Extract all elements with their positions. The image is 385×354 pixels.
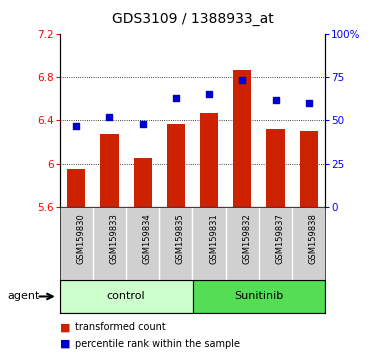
Point <box>140 121 146 127</box>
Text: GSM159837: GSM159837 <box>276 213 285 264</box>
Point <box>239 78 245 83</box>
Text: transformed count: transformed count <box>75 322 166 332</box>
Bar <box>134 158 152 207</box>
Point <box>306 100 312 106</box>
Bar <box>167 124 185 207</box>
Bar <box>233 70 251 207</box>
Point <box>173 95 179 101</box>
Text: GSM159832: GSM159832 <box>242 213 251 264</box>
Point <box>73 123 79 129</box>
Bar <box>60 280 192 313</box>
Point <box>106 114 112 120</box>
Bar <box>266 129 285 207</box>
Text: GDS3109 / 1388933_at: GDS3109 / 1388933_at <box>112 12 273 27</box>
Text: GSM159835: GSM159835 <box>176 213 185 264</box>
Text: percentile rank within the sample: percentile rank within the sample <box>75 339 240 349</box>
Point <box>206 92 212 97</box>
Text: GSM159833: GSM159833 <box>109 213 119 264</box>
Bar <box>100 135 119 207</box>
Text: GSM159830: GSM159830 <box>76 213 85 264</box>
Text: ■: ■ <box>60 339 70 349</box>
Bar <box>192 280 325 313</box>
Text: agent: agent <box>8 291 40 302</box>
Bar <box>67 169 85 207</box>
Text: GSM159834: GSM159834 <box>143 213 152 264</box>
Point <box>273 97 279 102</box>
Text: GSM159838: GSM159838 <box>309 213 318 264</box>
Text: control: control <box>107 291 146 302</box>
Bar <box>200 113 218 207</box>
Bar <box>300 131 318 207</box>
Text: ■: ■ <box>60 322 70 332</box>
Text: GSM159831: GSM159831 <box>209 213 218 264</box>
Text: Sunitinib: Sunitinib <box>234 291 283 302</box>
